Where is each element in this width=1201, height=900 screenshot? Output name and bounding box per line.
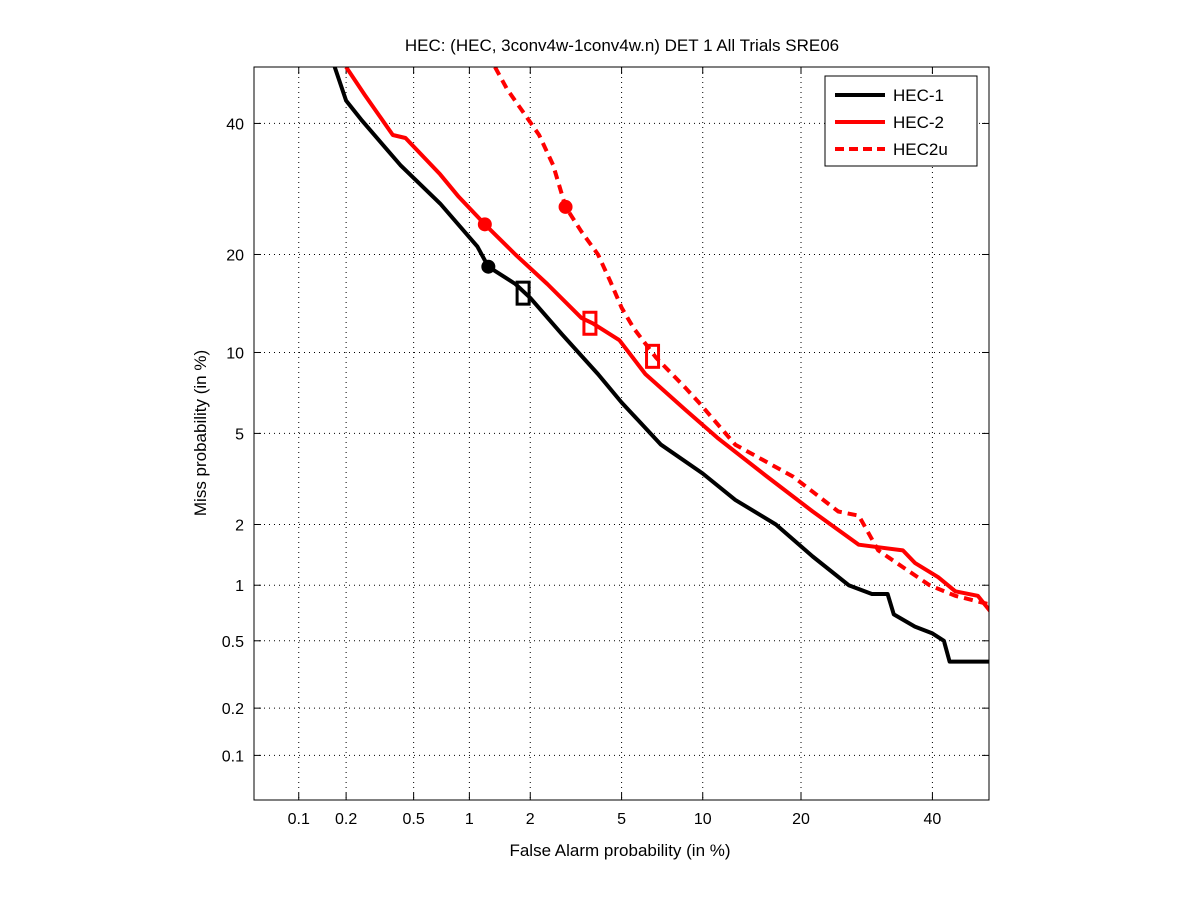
series-line-hec-1 <box>332 67 989 664</box>
axes-frame <box>253 66 990 801</box>
legend-label: HEC-1 <box>893 86 944 105</box>
x-axis-label: False Alarm probability (in %) <box>509 841 730 860</box>
x-tick-label: 0.1 <box>288 811 310 828</box>
chart-title: HEC: (HEC, 3conv4w-1conv4w.n) DET 1 All … <box>405 36 839 55</box>
min-dcf-marker-square <box>515 280 531 306</box>
x-tick-label: 1 <box>465 811 474 828</box>
y-tick-label: 0.2 <box>222 701 244 718</box>
x-tick-label: 40 <box>924 811 942 828</box>
y-tick-label: 1 <box>235 578 244 595</box>
x-tick-label: 10 <box>694 811 712 828</box>
y-tick-label: 0.1 <box>222 748 244 765</box>
min-dcf-marker-square <box>582 310 598 336</box>
x-tick-label: 2 <box>526 811 535 828</box>
series-line-hec-2 <box>344 67 989 613</box>
y-tick-label: 10 <box>226 345 244 362</box>
y-tick-label: 40 <box>226 116 244 133</box>
plot-area <box>332 67 989 664</box>
series-line-hec2u <box>493 67 989 607</box>
ticks: 0.1 0.2 0.5 1 2 5 10 20 40 0.1 0.2 0.5 1 2 5 10 20 40 <box>222 67 989 828</box>
x-tick-label: 0.2 <box>335 811 357 828</box>
y-axis-label: Miss probability (in %) <box>191 350 210 516</box>
grid <box>254 67 989 800</box>
x-tick-label: 5 <box>617 811 626 828</box>
legend-label: HEC2u <box>893 140 948 159</box>
actual-dcf-marker-circle <box>481 259 496 274</box>
actual-dcf-marker-circle <box>477 217 492 232</box>
legend-label: HEC-2 <box>893 113 944 132</box>
curves <box>332 67 989 664</box>
x-tick-label: 20 <box>792 811 810 828</box>
x-tick-label: 0.5 <box>403 811 425 828</box>
y-tick-label: 5 <box>235 426 244 443</box>
legend: HEC-1 HEC-2 HEC2u <box>824 75 978 167</box>
y-tick-label: 20 <box>226 247 244 264</box>
min-dcf-marker-square <box>645 343 661 369</box>
y-tick-label: 2 <box>235 517 244 534</box>
actual-dcf-marker-circle <box>558 199 573 214</box>
y-tick-label: 0.5 <box>222 634 244 651</box>
